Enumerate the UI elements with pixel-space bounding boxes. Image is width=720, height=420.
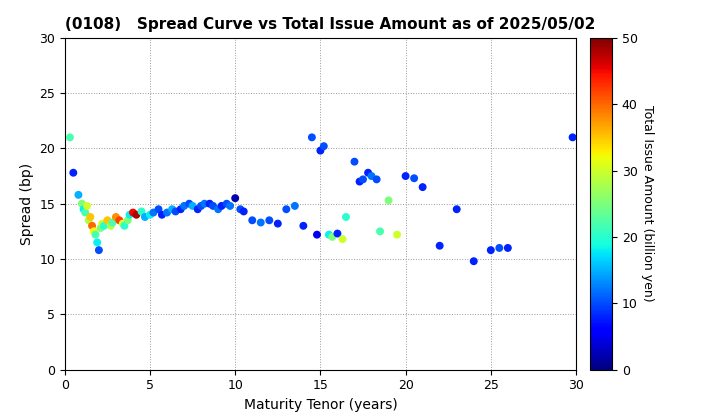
Point [122, 217, 134, 223]
Point [105, 223, 117, 229]
Point [117, 220, 128, 227]
Y-axis label: Spread (bp): Spread (bp) [19, 163, 34, 245]
Point [207, 202, 219, 209]
Point [297, 223, 309, 229]
Point [383, 197, 395, 204]
Point [81, 202, 93, 209]
Point [124, 211, 135, 218]
Point [73, 192, 84, 198]
Point [166, 206, 178, 213]
Point [83, 217, 94, 223]
Point [204, 200, 215, 207]
Point [91, 239, 103, 246]
Point [85, 214, 96, 220]
Point [230, 195, 241, 202]
Point [175, 206, 186, 213]
Point [102, 217, 113, 223]
Point [199, 200, 210, 207]
Point [78, 206, 89, 213]
Point [327, 234, 338, 240]
Point [348, 158, 360, 165]
Point [315, 147, 326, 154]
Point [392, 231, 403, 238]
Point [434, 242, 446, 249]
Point [246, 217, 258, 223]
Point [417, 184, 428, 190]
Text: (0108)   Spread Curve vs Total Issue Amount as of 2025/05/02: (0108) Spread Curve vs Total Issue Amoun… [65, 18, 595, 32]
Point [88, 228, 99, 235]
Point [79, 209, 91, 216]
Point [119, 223, 130, 229]
Point [148, 209, 159, 216]
Point [98, 223, 109, 229]
Point [153, 206, 164, 213]
Point [76, 200, 88, 207]
Point [318, 143, 330, 150]
Point [354, 178, 365, 185]
Point [323, 231, 335, 238]
Point [192, 206, 204, 213]
Point [170, 208, 181, 215]
Point [374, 228, 386, 235]
Point [93, 247, 104, 254]
Point [371, 176, 382, 183]
Point [179, 202, 190, 209]
Point [255, 219, 266, 226]
Point [135, 208, 147, 215]
Point [235, 206, 246, 213]
Point [212, 206, 224, 213]
Point [340, 214, 351, 220]
Point [127, 209, 139, 216]
Point [86, 223, 98, 229]
Point [144, 211, 156, 218]
Point [337, 236, 348, 242]
Point [485, 247, 497, 254]
Point [357, 176, 369, 183]
Point [502, 244, 513, 251]
Point [96, 220, 108, 227]
Point [114, 217, 125, 223]
Point [187, 202, 199, 209]
Point [362, 169, 374, 176]
Point [130, 211, 142, 218]
Point [264, 217, 275, 223]
Point [281, 206, 292, 213]
Point [225, 202, 236, 209]
Point [238, 208, 249, 215]
Point [400, 173, 411, 179]
Point [306, 134, 318, 141]
Point [494, 244, 505, 251]
Point [139, 214, 150, 220]
Point [468, 258, 480, 265]
Point [161, 209, 173, 216]
Point [216, 202, 228, 209]
Point [311, 231, 323, 238]
Point [107, 219, 118, 226]
Point [451, 206, 462, 213]
Point [332, 230, 343, 237]
Point [68, 169, 79, 176]
Y-axis label: Total Issue Amount (billion yen): Total Issue Amount (billion yen) [642, 105, 654, 302]
Point [156, 211, 168, 218]
Point [184, 200, 195, 207]
Point [95, 225, 107, 231]
Point [366, 173, 377, 179]
Point [221, 200, 233, 207]
Point [289, 202, 301, 209]
X-axis label: Maturity Tenor (years): Maturity Tenor (years) [243, 398, 397, 412]
Point [110, 214, 122, 220]
Point [567, 134, 578, 141]
Point [272, 220, 284, 227]
Point [64, 134, 76, 141]
Point [408, 175, 420, 181]
Point [195, 202, 207, 209]
Point [90, 231, 102, 238]
